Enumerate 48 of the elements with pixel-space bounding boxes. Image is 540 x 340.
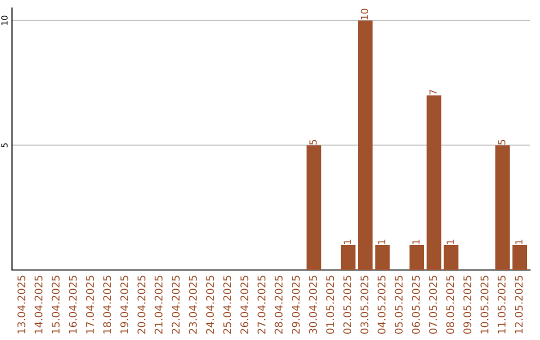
data-label: 10 — [360, 8, 368, 20]
x-tick-label: 27.04.2025 — [258, 276, 266, 334]
data-label: 1 — [515, 240, 522, 244]
x-tick-label: 26.04.2025 — [240, 276, 248, 334]
x-tick-label: 18.04.2025 — [103, 276, 112, 334]
x-tick-label: 02.05.2025 — [343, 276, 352, 334]
x-tick-label: 16.04.2025 — [68, 276, 77, 334]
x-tick-label: 30.04.2025 — [309, 276, 317, 334]
x-tick-label: 05.05.2025 — [394, 276, 403, 334]
bar — [426, 95, 442, 270]
data-label: 5 — [309, 140, 317, 144]
x-tick-label: 15.04.2025 — [52, 276, 60, 334]
x-tick-label: 12.05.2025 — [514, 276, 523, 334]
x-tick-label: 08.05.2025 — [446, 276, 454, 334]
x-tick-label: 14.04.2025 — [34, 276, 42, 334]
x-tick-label: 23.04.2025 — [188, 276, 197, 334]
x-tick-label: 11.05.2025 — [498, 276, 506, 334]
x-tick-label: 13.04.2025 — [17, 276, 26, 334]
x-tick-label: 25.04.2025 — [223, 276, 232, 334]
x-tick-label: 06.05.2025 — [412, 276, 420, 334]
x-tick-label: 10.05.2025 — [480, 276, 488, 334]
x-tick-label: 03.05.2025 — [360, 276, 368, 334]
x-tick-label: 24.04.2025 — [206, 276, 214, 334]
data-label: 1 — [446, 240, 454, 244]
x-tick-label: 29.04.2025 — [292, 276, 300, 334]
x-tick-label: 01.05.2025 — [326, 276, 334, 334]
bar — [512, 245, 527, 270]
x-tick-label: 21.04.2025 — [154, 276, 163, 334]
x-tick-label: 19.04.2025 — [120, 276, 128, 334]
bar — [410, 245, 424, 270]
x-tick-label: 17.04.2025 — [86, 276, 94, 334]
data-label: 7 — [430, 90, 437, 95]
x-tick-label: 20.04.2025 — [138, 276, 146, 334]
data-label: 1 — [378, 240, 386, 244]
bar — [444, 245, 458, 270]
x-tick-label: 07.05.2025 — [429, 276, 437, 334]
x-tick-label: 09.05.2025 — [463, 276, 472, 334]
data-label: 1 — [412, 240, 420, 244]
bar — [340, 245, 356, 270]
x-tick-label: 04.05.2025 — [378, 276, 386, 334]
x-tick-label: 22.04.2025 — [172, 276, 180, 334]
x-tick-label: 28.04.2025 — [274, 276, 283, 334]
data-label: 1 — [344, 240, 351, 244]
bar — [375, 245, 390, 270]
data-label: 5 — [498, 140, 506, 144]
bar — [306, 145, 322, 270]
bar — [495, 145, 510, 270]
bar — [358, 20, 373, 270]
